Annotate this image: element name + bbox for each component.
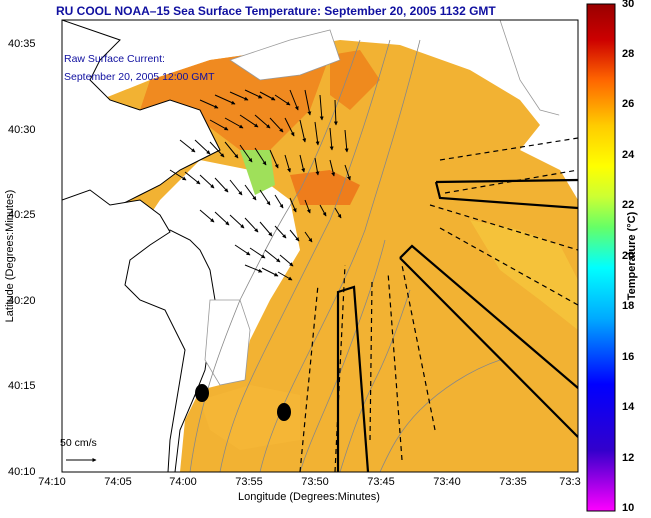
x-tick-label: 74:00 [169,476,197,488]
x-tick-label: 73:3 [559,476,581,488]
colorbar [586,3,616,512]
scale-label: 50 cm/s [60,437,97,449]
y-tick-label: 40:15 [8,380,36,392]
colorbar-tick: 28 [622,48,635,60]
y-tick-label: 40:20 [8,295,36,307]
x-axis-label: Longitude (Degrees:Minutes) [238,491,380,503]
station-marker-2 [277,403,291,421]
x-tick-label: 73:45 [367,476,395,488]
colorbar-tick: 12 [622,452,635,464]
bathymetry-contours [189,39,501,472]
colorbar-tick: 16 [622,351,635,363]
x-tick-label: 73:50 [301,476,329,488]
x-tick-label: 74:10 [38,476,66,488]
y-axis-label: Latitude (Degrees:Minutes) [4,189,16,323]
colorbar-tick: 10 [622,502,635,514]
y-tick-label: 40:30 [8,124,36,136]
current-label-line2: September 20, 2005 12:00 GMT [64,71,215,83]
colorbar-tick: 24 [622,149,635,161]
plot-frame [61,19,579,473]
y-tick-label: 40:25 [8,209,36,221]
x-tick-label: 73:35 [499,476,527,488]
colorbar-title: Temperature (°C) [626,211,638,301]
colorbar-tick: 30 [622,0,635,10]
colorbar-tick: 20 [622,250,635,262]
x-tick-label: 73:55 [235,476,263,488]
map-title: RU COOL NOAA–15 Sea Surface Temperature:… [56,4,496,18]
station-marker-1 [195,384,209,402]
current-vectors [169,89,351,281]
colorbar-tick: 14 [622,401,635,413]
colorbar-tick: 26 [622,98,635,110]
y-tick-label: 40:35 [8,38,36,50]
x-tick-label: 74:05 [104,476,132,488]
radar-sectors [336,178,578,472]
coastline [62,20,578,472]
colorbar-tick: 18 [622,300,635,312]
x-tick-label: 73:40 [433,476,461,488]
current-label-line1: Raw Surface Current: [64,53,165,65]
y-tick-label: 40:10 [8,466,36,478]
colorbar-tick: 22 [622,199,635,211]
